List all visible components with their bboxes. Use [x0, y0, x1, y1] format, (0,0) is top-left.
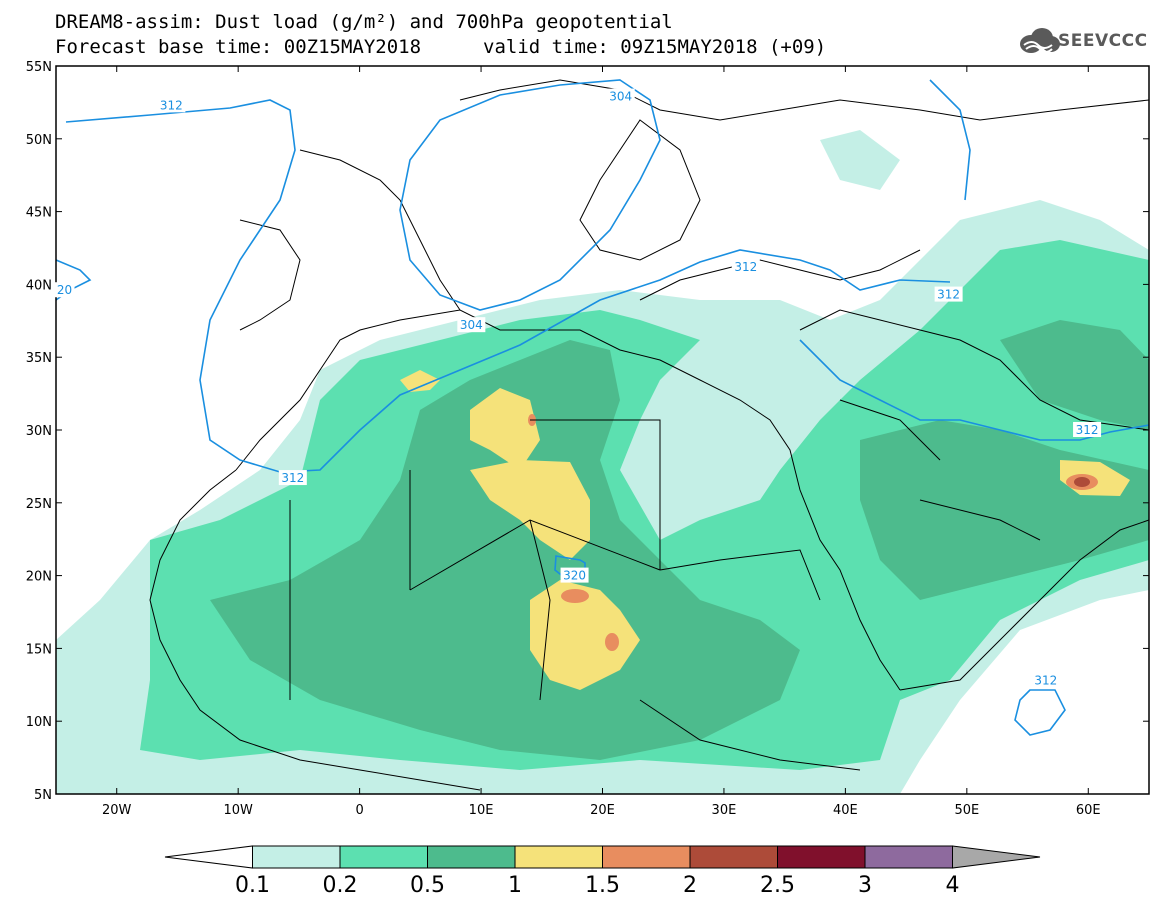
colorbar-segment: [514, 845, 603, 869]
logo-text: SEEVCCC: [1058, 31, 1148, 51]
lon-tick-label: 60E: [1076, 803, 1101, 818]
colorbar-label: 0.5: [410, 873, 445, 898]
contour-label: 304: [609, 90, 632, 104]
colorbar-label: 2.5: [760, 873, 795, 898]
lat-tick-label: 45N: [26, 206, 52, 221]
contour-label: 312: [1076, 423, 1099, 437]
lat-tick-label: 35N: [26, 351, 52, 366]
lon-tick-label: 10E: [469, 803, 494, 818]
dust-field: [56, 66, 1149, 794]
colorbar-segment: [164, 845, 253, 869]
colorbar: 0.1 0.2 0.5 1 1.5 2 2.5 3 4: [164, 845, 1041, 898]
axis-ticks: [56, 65, 1149, 795]
lon-tick-label: 0: [355, 803, 363, 818]
colorbar-segment: [864, 845, 953, 869]
lat-tick-label: 25N: [26, 497, 52, 512]
contour-label: 320: [563, 569, 586, 583]
colorbar-segment: [602, 845, 691, 869]
contour-label-bg: [1073, 422, 1102, 437]
coastlines: [149, 79, 1149, 791]
colorbar-segment: [689, 845, 778, 869]
lat-tick-label: 40N: [26, 278, 52, 293]
lon-tick-label: 20E: [590, 803, 615, 818]
lat-tick-label: 30N: [26, 424, 52, 439]
colorbar-segment: [777, 845, 866, 869]
colorbar-label: 0.2: [323, 873, 358, 898]
lon-tick-label: 40E: [833, 803, 858, 818]
colorbar-segment: [252, 845, 341, 869]
contour-label-bg: [731, 258, 760, 274]
colorbar-segment: [339, 845, 428, 869]
contour-label: 312: [160, 98, 183, 112]
longitude-labels: 20W 10W 0 10E 20E 30E 40E 50E 60E: [102, 803, 1101, 818]
contour-label: 312: [937, 288, 960, 302]
lat-tick-label: 55N: [26, 60, 52, 75]
contour-label: 312: [734, 260, 757, 274]
contour-label-bg: [606, 88, 635, 104]
contour-label-bg: [278, 470, 307, 486]
lon-tick-label: 10W: [223, 803, 253, 818]
cloud-logo-icon: [1020, 28, 1060, 53]
lat-tick-label: 10N: [26, 715, 52, 730]
colorbar-label: 2: [683, 873, 697, 898]
lat-tick-label: 20N: [26, 570, 52, 585]
colorbar-label: 4: [946, 873, 960, 898]
contour-label-bg: [560, 567, 589, 583]
contour-label: 304: [460, 318, 483, 332]
forecast-base-time: Forecast base time: 00Z15MAY2018: [55, 36, 422, 58]
map-title: DREAM8-assim: Dust load (g/m²) and 700hP…: [55, 11, 673, 33]
lon-tick-label: 20W: [102, 803, 132, 818]
contour-label-bg: [157, 97, 186, 113]
lat-tick-label: 15N: [26, 642, 52, 657]
contour-label-bg: [1031, 672, 1060, 688]
lon-tick-label: 50E: [954, 803, 979, 818]
contour-label: 312: [1034, 673, 1057, 687]
colorbar-label: 3: [858, 873, 872, 898]
colorbar-label: 1: [508, 873, 522, 898]
contour-label-bg: [457, 317, 486, 333]
colorbar-label: 1.5: [585, 873, 620, 898]
colorbar-segment: [427, 845, 516, 869]
colorbar-segment: [952, 845, 1041, 869]
lat-tick-label: 50N: [26, 133, 52, 148]
latitude-labels: 55N 50N 45N 40N 35N 30N 25N 20N 15N 10N 5N: [26, 60, 52, 803]
contour-label: 312: [281, 471, 304, 485]
contour-label-bg: [934, 286, 963, 302]
valid-time: valid time: 09Z15MAY2018 (+09): [483, 36, 827, 58]
contour-labels: 312 304 20 304 312 312 312 320 312 312: [54, 88, 1102, 688]
lat-tick-label: 5N: [34, 788, 52, 803]
contour-label-bg: [54, 282, 75, 298]
colorbar-label: 0.1: [235, 873, 270, 898]
contour-label: 20: [57, 283, 72, 297]
lon-tick-label: 30E: [712, 803, 737, 818]
